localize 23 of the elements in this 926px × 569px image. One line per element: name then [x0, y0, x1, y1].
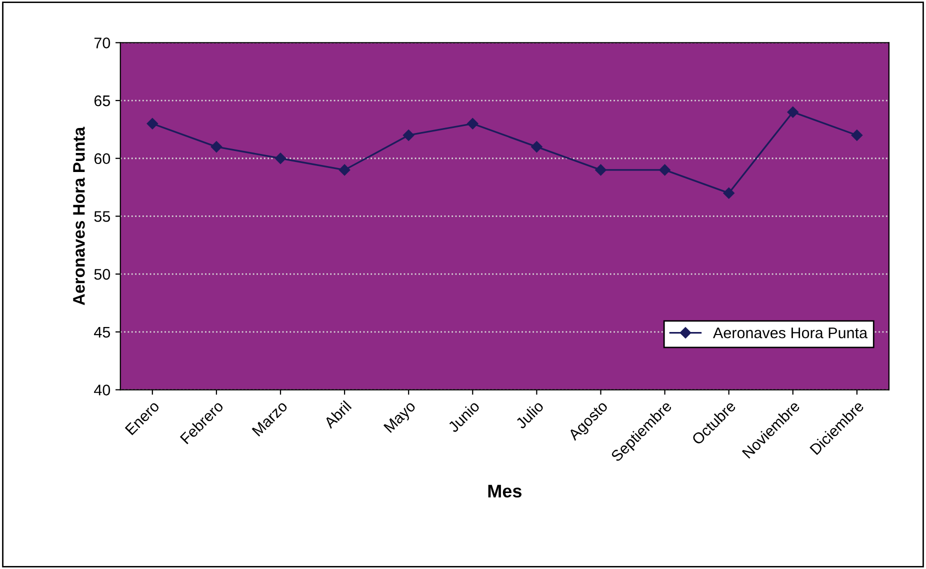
- point: [531, 141, 542, 152]
- y-tick-label: 40: [94, 384, 110, 396]
- x-axis-title: Mes: [488, 484, 522, 498]
- point: [274, 152, 286, 164]
- point: [595, 164, 606, 176]
- y-tick-label: 55: [94, 211, 110, 222]
- point: [723, 187, 734, 199]
- point: [402, 130, 414, 141]
- y-tick-label: 45: [94, 326, 110, 338]
- point: [787, 106, 798, 118]
- point: [338, 164, 350, 176]
- y-tick-label: 50: [94, 268, 110, 280]
- y-tick-label: 70: [94, 38, 110, 48]
- point: [467, 118, 478, 130]
- point: [146, 118, 158, 130]
- point: [210, 141, 222, 152]
- point: [851, 130, 863, 141]
- point: [659, 164, 670, 176]
- y-axis-title: Aeronaves Hora Punta: [73, 126, 85, 306]
- legend-label: Aeronaves Hora Punta: [712, 328, 868, 338]
- y-tick-label: 60: [94, 153, 110, 164]
- x-tick-label: Julio: [514, 400, 544, 430]
- y-tick-label: 65: [94, 95, 110, 106]
